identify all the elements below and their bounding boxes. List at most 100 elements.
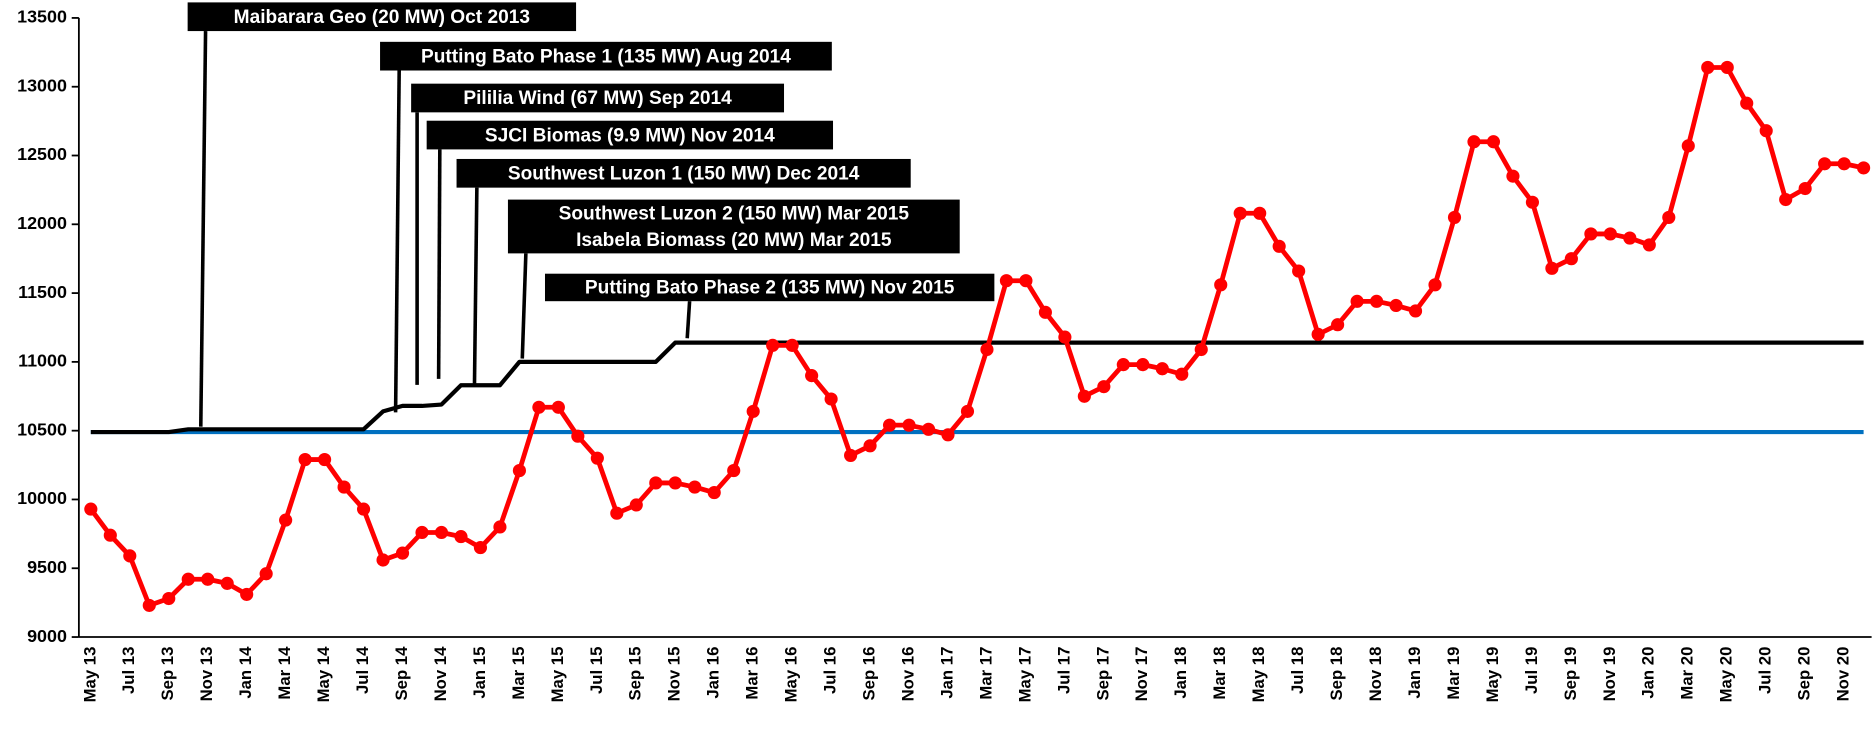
x-tick-label: Sep 13 (158, 647, 177, 701)
point (629, 498, 643, 512)
y-tick-label: 12500 (17, 144, 67, 164)
point (1545, 261, 1559, 275)
annotation-text: Isabela Biomass (20 MW) Mar 2015 (576, 230, 892, 251)
x-tick-label: Mar 20 (1678, 647, 1697, 700)
point (1720, 60, 1734, 75)
x-tick-label: Nov 17 (1132, 647, 1151, 702)
point (1779, 192, 1793, 207)
point (980, 342, 994, 357)
point (415, 525, 429, 540)
point (727, 463, 741, 478)
annotation-leader (436, 149, 442, 379)
x-tick-label: Jul 19 (1522, 647, 1541, 694)
point (337, 480, 351, 494)
point (512, 463, 526, 478)
point (941, 428, 955, 442)
point (785, 338, 799, 352)
point (649, 476, 663, 490)
y-tick-label: 10500 (17, 419, 67, 439)
x-tick-label: Jul 14 (353, 646, 372, 694)
series-line (88, 65, 1865, 608)
x-tick-label: Jul 13 (119, 647, 138, 694)
point (356, 502, 371, 516)
point (1116, 358, 1130, 372)
point (902, 418, 916, 432)
point (1506, 169, 1520, 183)
x-tick-label: Sep 15 (626, 647, 645, 701)
point (1389, 298, 1403, 313)
annotation-text: Putting Bato Phase 2 (135 MW) Nov 2015 (585, 278, 955, 299)
point (279, 513, 293, 527)
point (259, 567, 273, 581)
annotation-box (456, 158, 911, 188)
point (395, 546, 410, 560)
point (1194, 342, 1208, 357)
x-tick-label: May 17 (1015, 647, 1034, 703)
annotation-leader (198, 31, 208, 427)
point (1486, 135, 1501, 149)
point (1155, 362, 1169, 376)
annotation-leader (520, 253, 528, 359)
x-tick-label: Jan 19 (1405, 647, 1424, 699)
point (1350, 294, 1364, 308)
point (999, 274, 1014, 288)
point (1603, 227, 1617, 241)
point (1214, 278, 1228, 292)
point (805, 369, 819, 383)
x-tick-label: Nov 15 (665, 647, 684, 702)
annotation-box (380, 41, 832, 71)
x-tick-label: Mar 14 (275, 646, 294, 700)
point (1175, 367, 1189, 381)
x-tick-label: Jul 15 (587, 647, 606, 694)
point (746, 404, 760, 418)
point (1292, 264, 1306, 278)
point (434, 525, 449, 540)
x-tick-label: Mar 19 (1444, 647, 1463, 700)
point (766, 338, 780, 352)
x-tick-label: May 19 (1483, 647, 1502, 703)
point (1408, 304, 1423, 318)
annotation-text: Southwest Luzon 2 (150 MW) Mar 2015 (559, 203, 910, 224)
y-tick-label: 12000 (17, 213, 67, 233)
x-tick-label: Jul 16 (821, 647, 840, 694)
x-tick-label: Sep 19 (1561, 647, 1580, 701)
point (1701, 60, 1715, 75)
point (142, 598, 156, 612)
point (1798, 181, 1812, 196)
point (688, 480, 702, 494)
point (1311, 327, 1325, 341)
y-tick-label: 13000 (17, 75, 67, 95)
x-tick-label: Sep 17 (1093, 647, 1112, 701)
x-tick-label: Sep 16 (859, 647, 878, 701)
x-tick-label: Mar 15 (509, 647, 528, 700)
annotation-box (187, 2, 577, 32)
point (610, 506, 624, 520)
x-tick-label: Nov 14 (431, 646, 450, 702)
x-tick-label: Jan 20 (1639, 647, 1658, 699)
point (1623, 231, 1637, 245)
point (1233, 206, 1247, 220)
point (1136, 358, 1150, 372)
annotation-text: Pililia Wind (67 MW) Sep 2014 (463, 88, 732, 109)
point (1097, 380, 1111, 394)
point (1662, 210, 1676, 224)
point (473, 541, 488, 555)
x-tick-label: Mar 17 (976, 647, 995, 700)
point (298, 452, 312, 467)
point (1428, 278, 1442, 292)
x-tick-label: Nov 19 (1600, 647, 1619, 702)
annotation-leader (472, 187, 479, 385)
series-line (90, 340, 1864, 435)
x-tick-label: May 14 (314, 646, 333, 702)
point (201, 572, 215, 586)
point (882, 418, 897, 432)
point (1740, 96, 1754, 110)
point (1759, 124, 1773, 138)
point (1253, 206, 1267, 220)
point (318, 452, 332, 467)
x-tick-label: May 20 (1717, 647, 1736, 703)
point (1837, 157, 1851, 171)
point (1331, 318, 1345, 332)
point (1681, 139, 1695, 153)
